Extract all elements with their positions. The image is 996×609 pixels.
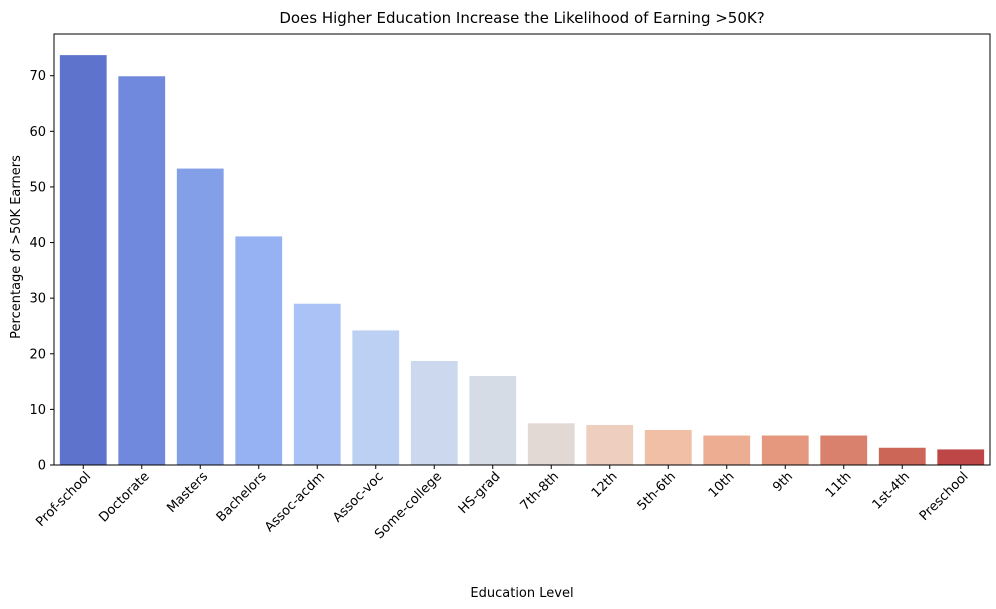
bar-5th-6th (644, 429, 692, 465)
bar-assoc-voc (352, 330, 400, 465)
x-tick-label: Bachelors (214, 469, 270, 525)
y-tick-label: 0 (38, 459, 46, 474)
plot-frame (53, 33, 991, 466)
bar-11th (820, 435, 868, 465)
bar-bachelors (235, 236, 283, 465)
bar-doctorate (118, 76, 166, 465)
y-tick-label: 10 (29, 403, 46, 418)
x-tick-label: 10th (706, 469, 738, 501)
bars-group (59, 55, 985, 465)
bar-assoc-acdm (293, 303, 341, 465)
x-tick-label: Preschool (917, 469, 972, 524)
x-tick-label: Assoc-voc (330, 469, 386, 525)
y-tick-label: 70 (29, 69, 46, 84)
x-tick-label: 9th (770, 469, 796, 495)
y-axis-label: Percentage of >50K Earners (9, 155, 24, 339)
y-tick-label: 30 (29, 292, 46, 307)
y-tick-label: 50 (29, 180, 46, 195)
bar-masters (176, 168, 224, 465)
y-tick-label: 40 (29, 236, 46, 251)
chart-title: Does Higher Education Increase the Likel… (279, 9, 764, 27)
y-axis-ticks: 0 10 20 30 40 50 60 70 (29, 69, 54, 474)
x-tick-label: HS-grad (456, 469, 504, 517)
x-tick-label: Assoc-acdm (262, 469, 328, 535)
bar-12th (586, 424, 634, 465)
y-tick-label: 20 (29, 347, 46, 362)
x-axis-ticks: Prof-school Doctorate Masters BachelorsAsso… (33, 465, 972, 542)
x-tick-label: 11th (823, 469, 855, 501)
y-tick-label: 60 (29, 125, 46, 140)
bar-1st-4th (878, 447, 926, 465)
bar-some-college (410, 361, 458, 465)
x-axis-label: Education Level (470, 586, 573, 601)
bar-hs-grad (469, 376, 517, 465)
bar-9th (761, 435, 809, 465)
x-tick-label: 7th-8th (518, 469, 562, 513)
bar-10th (703, 435, 751, 465)
x-tick-label: Prof-school (33, 469, 94, 530)
bar-preschool (937, 449, 985, 465)
x-tick-label: 5th-6th (635, 469, 679, 513)
x-tick-label: Masters (164, 469, 211, 516)
bar-7th-8th (527, 423, 575, 465)
x-tick-label: Doctorate (96, 469, 152, 525)
x-tick-label: 12th (589, 469, 621, 501)
bar-prof-school (59, 55, 107, 465)
x-tick-label: 1st-4th (870, 469, 913, 512)
